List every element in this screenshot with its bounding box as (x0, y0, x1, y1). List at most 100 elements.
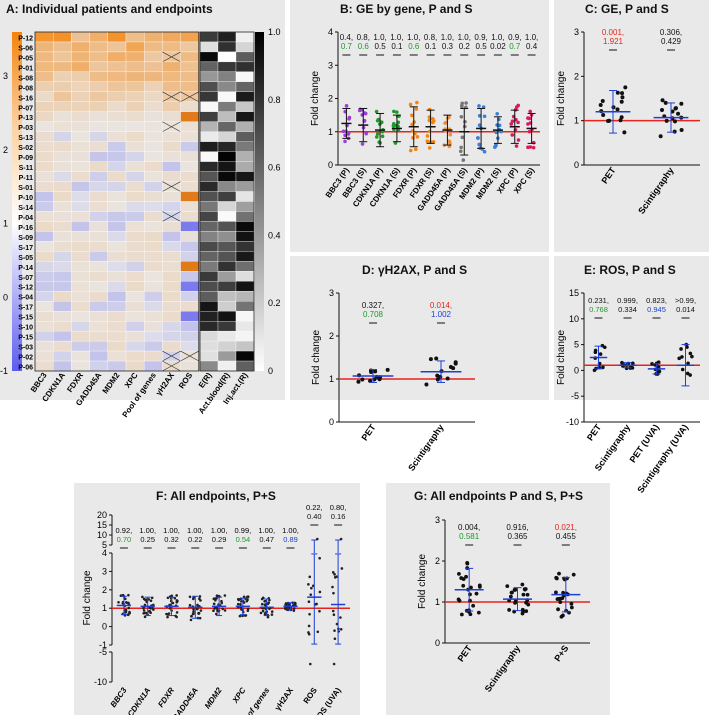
heatmap-cell (125, 181, 145, 192)
heatmap-column-label: Pool of genes (120, 371, 158, 420)
heatmap-cell (162, 261, 181, 272)
data-point (392, 109, 396, 114)
data-point (468, 592, 472, 597)
heatmap-cell (125, 161, 145, 172)
heatmap-cell (180, 111, 199, 122)
heatmap-cell (89, 181, 108, 192)
data-point (333, 573, 336, 576)
heatmap-cell (162, 41, 181, 53)
y-tick-label: 0 (329, 417, 334, 427)
dose-cell (235, 141, 255, 152)
p-value-label: 0.5 (476, 42, 488, 51)
y-tick-label: 3 (435, 515, 440, 525)
heatmap-cell (180, 271, 199, 282)
heatmap-cell (125, 261, 145, 272)
dose-cell (235, 121, 255, 132)
data-point (512, 588, 517, 592)
dose-cell (199, 221, 219, 232)
heatmap-cell (125, 231, 145, 242)
data-point (197, 611, 201, 615)
data-point (615, 90, 620, 95)
heatmap-cell (71, 81, 90, 92)
dose-cell (217, 111, 237, 122)
y-tick-label: -10 (94, 677, 107, 687)
heatmap-cell (180, 181, 199, 192)
y-tick-label: -5 (571, 391, 579, 401)
heatmap-cell (89, 311, 108, 322)
dose-cell (235, 41, 255, 53)
category-label: CDKN1A (126, 686, 153, 715)
heatmap-cell (71, 71, 90, 83)
heatmap-cell (162, 241, 181, 252)
panel-e-title: E: ROS, P and S (584, 263, 676, 277)
data-point (123, 597, 127, 601)
p-value-label: 0.001, (602, 28, 624, 37)
heatmap-cell (89, 91, 108, 102)
heatmap-cell (71, 271, 90, 282)
heatmap-cell (89, 201, 108, 212)
heatmap-cell (180, 101, 199, 112)
dose-cell (199, 31, 219, 43)
data-point (460, 135, 465, 140)
data-point (555, 597, 560, 602)
heatmap-row-label: P-01 (18, 65, 33, 72)
data-point (469, 585, 473, 590)
data-point (198, 616, 202, 620)
data-point (528, 109, 533, 114)
heatmap-cell (107, 131, 127, 142)
heatmap-column-label: γH2AX (154, 370, 177, 397)
p-value-label: 0.004, (458, 523, 480, 532)
dose-cell (235, 51, 255, 63)
dose-cell (217, 31, 237, 43)
p-value-label: 0.999, (617, 296, 638, 305)
data-point (593, 350, 598, 355)
heatmap-cell (53, 281, 72, 292)
p-value-label: 0.6 (408, 42, 420, 51)
heatmap-cell (180, 311, 199, 322)
y-tick-label: 3 (329, 288, 334, 298)
dose-cell (217, 101, 237, 112)
heatmap-cell (53, 241, 72, 252)
heatmap-cell (125, 31, 145, 43)
data-point (343, 139, 347, 144)
data-point (264, 611, 267, 615)
heatmap-cell (71, 320, 90, 332)
heatmap-cell (144, 111, 163, 122)
dose-cell (217, 131, 237, 142)
data-point (331, 571, 335, 574)
y-axis-label: Fold change (311, 330, 322, 385)
heatmap-cell (144, 320, 163, 332)
data-point (340, 567, 344, 570)
heatmap-cell (144, 81, 163, 92)
y-tick-label: 2 (329, 331, 334, 341)
heatmap-cell (53, 61, 72, 73)
heatmap-cell (71, 301, 90, 312)
data-point (215, 607, 219, 610)
dose-cell (235, 251, 255, 262)
data-point (663, 100, 668, 105)
dose-cell (199, 330, 219, 342)
data-point (561, 613, 565, 618)
data-point (236, 597, 240, 601)
heatmap-cell (53, 41, 72, 53)
data-point (375, 132, 380, 136)
heatmap-cell (34, 121, 54, 132)
data-point (360, 142, 365, 146)
data-point (660, 98, 665, 103)
heatmap-cell (125, 101, 145, 112)
panel-d-background (290, 256, 549, 400)
data-point (332, 662, 336, 666)
y-axis-label: Fold change (310, 71, 321, 126)
heatmap-cell (180, 261, 199, 272)
heatmap-cell (89, 171, 108, 182)
heatmap-cell (107, 261, 127, 272)
data-point (188, 595, 192, 599)
heatmap-cell (53, 121, 72, 132)
panel-c-title: C: GE, P and S (585, 2, 669, 16)
p-value-label: 0.823, (646, 296, 667, 305)
heatmap-row-label: P-06 (18, 365, 33, 372)
y-tick-label: 3 (328, 60, 333, 70)
data-point (516, 120, 520, 125)
data-point (364, 131, 368, 136)
panel-b-background (290, 0, 549, 252)
